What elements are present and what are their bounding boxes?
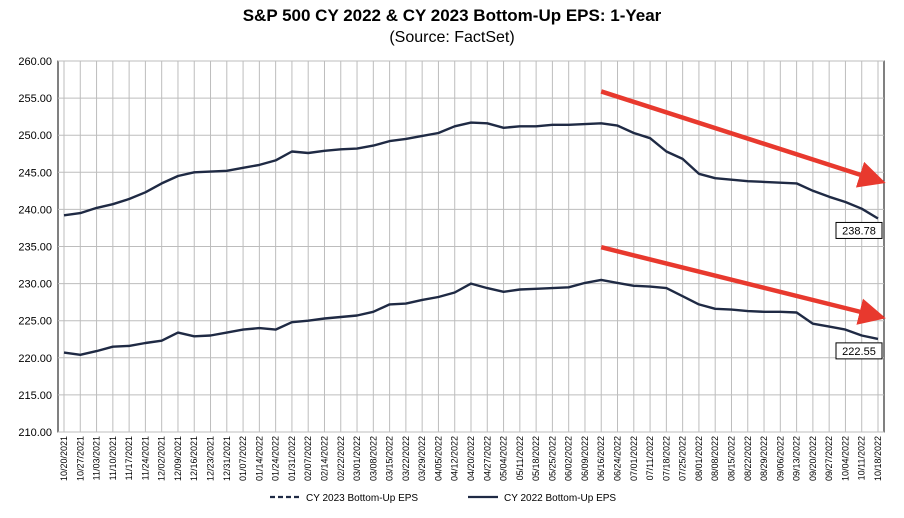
chart-title: S&P 500 CY 2022 & CY 2023 Bottom-Up EPS:… [242, 6, 662, 25]
x-tick-label: 08/22/2022 [743, 436, 753, 481]
x-tick-label: 12/31/2021 [222, 436, 232, 481]
y-tick-label: 250.00 [18, 130, 52, 142]
x-tick-label: 05/18/2022 [531, 436, 541, 481]
x-tick-label: 03/08/2022 [368, 436, 378, 481]
series-line-1 [63, 278, 879, 356]
x-tick-label: 04/20/2022 [466, 436, 476, 481]
x-tick-label: 12/02/2021 [157, 436, 167, 481]
x-tick-label: 10/18/2022 [873, 436, 883, 481]
x-tick-label: 12/23/2021 [206, 436, 216, 481]
x-tick-label: 06/16/2022 [596, 436, 606, 481]
y-tick-label: 245.00 [18, 167, 52, 179]
end-label: 238.78 [842, 225, 876, 237]
x-tick-label: 09/27/2022 [824, 436, 834, 481]
y-tick-label: 240.00 [18, 204, 52, 216]
y-tick-label: 235.00 [18, 242, 52, 254]
y-tick-label: 260.00 [18, 56, 52, 68]
legend-label-0: CY 2023 Bottom-Up EPS [306, 493, 418, 504]
x-tick-label: 11/17/2021 [124, 436, 134, 480]
annotation-arrows [600, 89, 886, 325]
series-line-0 [63, 121, 879, 220]
x-tick-label: 09/20/2022 [808, 436, 818, 481]
x-tick-label: 01/07/2022 [238, 436, 248, 481]
chart-subtitle: (Source: FactSet) [389, 29, 515, 46]
x-tick-label: 07/01/2022 [629, 436, 639, 481]
end-label-box [835, 342, 883, 360]
x-tick-label: 08/29/2022 [759, 436, 769, 481]
x-tick-label: 09/13/2022 [792, 436, 802, 481]
x-tick-label: 07/11/2022 [645, 436, 655, 480]
x-tick-label: 04/05/2022 [433, 436, 443, 481]
x-tick-label: 01/24/2022 [271, 436, 281, 481]
x-tick-label: 07/25/2022 [678, 436, 688, 481]
x-tick-label: 12/09/2021 [173, 436, 183, 481]
x-tick-label: 10/11/2022 [857, 436, 867, 480]
y-axis-ticks: 210.00 215.00 220.00 225.00 230.00 235.00 240.… [18, 56, 52, 439]
x-tick-label: 11/10/2021 [108, 436, 118, 480]
x-tick-label: 11/03/2021 [92, 436, 102, 480]
x-tick-label: 04/27/2022 [482, 436, 492, 481]
x-tick-label: 02/22/2022 [336, 436, 346, 481]
x-tick-label: 11/24/2021 [140, 436, 150, 480]
x-tick-label: 07/18/2022 [661, 436, 671, 481]
x-tick-label: 05/11/2022 [515, 436, 525, 480]
x-tick-label: 08/01/2022 [694, 436, 704, 481]
x-tick-label: 06/24/2022 [613, 436, 623, 481]
x-tick-label: 10/27/2021 [75, 436, 85, 481]
x-tick-label: 02/14/2022 [319, 436, 329, 481]
y-tick-label: 225.00 [18, 316, 52, 328]
x-tick-label: 03/29/2022 [417, 436, 427, 481]
legend: CY 2023 Bottom-Up EPS CY 2022 Bottom-Up E… [270, 493, 616, 504]
trend-arrow-1 [600, 245, 886, 325]
end-labels: 238.78 222.55 [835, 221, 883, 360]
x-tick-label: 03/01/2022 [352, 436, 362, 481]
x-tick-label: 08/08/2022 [710, 436, 720, 481]
y-tick-label: 255.00 [18, 93, 52, 105]
y-tick-label: 220.00 [18, 353, 52, 365]
x-tick-label: 06/02/2022 [564, 436, 574, 481]
x-tick-label: 05/25/2022 [547, 436, 557, 481]
x-tick-label: 12/16/2021 [189, 436, 199, 481]
x-tick-label: 09/06/2022 [775, 436, 785, 481]
x-tick-label: 08/15/2022 [726, 436, 736, 481]
series-lines [63, 121, 879, 356]
end-label-box [835, 221, 883, 239]
y-tick-label: 215.00 [18, 390, 52, 402]
x-tick-label: 01/14/2022 [254, 436, 264, 481]
x-tick-label: 03/15/2022 [385, 436, 395, 481]
trend-arrow-0 [600, 89, 886, 188]
x-tick-label: 06/09/2022 [580, 436, 590, 481]
x-tick-label: 10/20/2021 [59, 436, 69, 481]
x-tick-label: 02/07/2022 [303, 436, 313, 481]
y-tick-label: 210.00 [18, 427, 52, 439]
x-tick-label: 05/04/2022 [499, 436, 509, 481]
gridlines [58, 60, 884, 433]
x-tick-label: 10/04/2022 [840, 436, 850, 481]
y-tick-label: 230.00 [18, 279, 52, 291]
x-tick-label: 01/31/2022 [287, 436, 297, 481]
end-label: 222.55 [842, 346, 876, 358]
legend-label-1: CY 2022 Bottom-Up EPS [504, 493, 616, 504]
x-tick-label: 03/22/2022 [401, 436, 411, 481]
x-tick-label: 04/12/2022 [450, 436, 460, 481]
x-axis-ticks: 10/20/2021 10/27/2021 11/03/2021 11/10/2021… [59, 436, 883, 481]
